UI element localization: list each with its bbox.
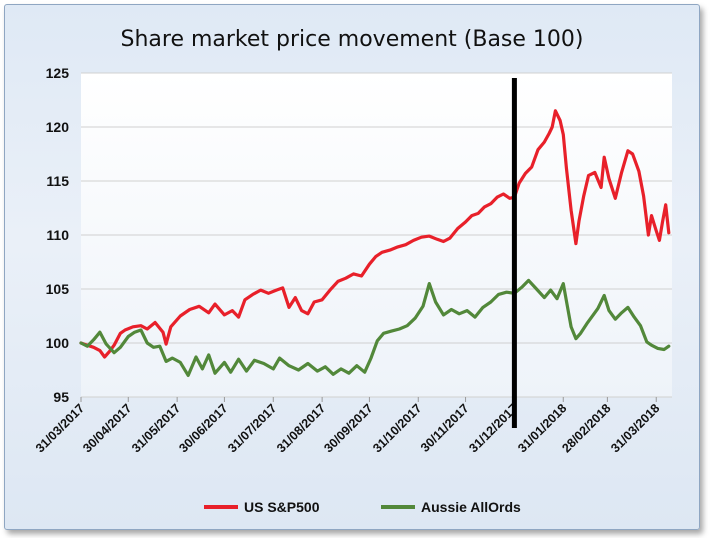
y-tick-label: 110 [46,227,69,243]
x-tick-label: 30/11/2017 [418,401,472,455]
y-axis: 95 100 105 110 115 120 125 [46,65,70,405]
chart-frame: Share market price movement (Base 100) 9… [4,4,700,530]
x-tick-label: 31/07/2017 [225,401,279,455]
series-line-us-sp500 [79,109,671,359]
series-line-aussie-allords [79,278,671,377]
x-tick-label: 31/05/2017 [129,401,183,455]
x-axis: 31/03/201730/04/201731/05/201730/06/2017… [33,397,662,455]
chart-title: Share market price movement (Base 100) [121,27,584,52]
y-tick-label: 120 [46,119,70,135]
x-tick-label: 30/06/2017 [176,401,230,455]
legend-label: Aussie AllOrds [421,499,521,515]
y-tick-label: 115 [46,173,69,189]
legend: US S&P500 Aussie AllOrds [204,499,521,515]
y-tick-label: 95 [53,389,69,405]
line-chart: Share market price movement (Base 100) 9… [33,27,672,515]
y-tick-label: 100 [46,335,70,351]
x-tick-label: 31/03/2017 [33,401,87,455]
x-tick-label: 30/09/2017 [321,401,375,455]
y-tick-label: 125 [46,65,70,81]
y-tick-label: 105 [46,281,70,297]
x-tick-label: 31/08/2017 [274,401,328,455]
legend-label: US S&P500 [244,499,320,515]
x-tick-label: 30/04/2017 [80,401,134,455]
x-tick-label: 31/10/2017 [370,401,424,455]
x-tick-label: 31/03/2018 [608,401,662,455]
series-lines [79,109,671,377]
